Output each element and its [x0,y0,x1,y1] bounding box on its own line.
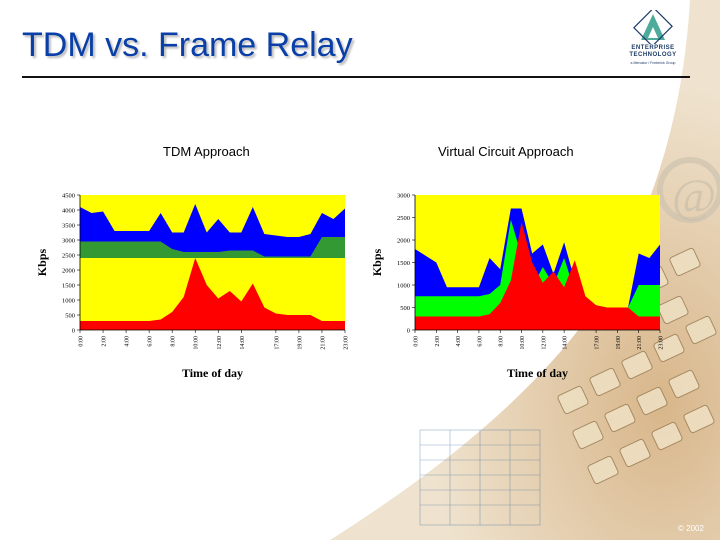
virtual-circuit-chart: 0 500 1000 1500 2000 2500 3000 0:00 2:00 4:00 6:00… [370,193,665,381]
area-series-1 [415,219,660,330]
x-tick-label: 4:00 [125,336,131,347]
x-axis-title: Time of day [507,366,568,380]
copyright-notice: © 2002 [678,524,704,533]
logo-line-enterprise: ENTERPRISE [631,45,675,51]
y-tick-label: 1000 [62,298,75,305]
x-tick-label: 23:00 [344,336,350,350]
x-tick-label: 21:00 [637,336,643,350]
area-series-2 [415,222,660,330]
y-tick-label: 1500 [62,283,75,290]
y-tick-label: 2500 [62,253,75,260]
x-axis-title: Time of day [182,366,243,380]
y-tick-label: 3000 [397,193,410,200]
logo-line-technology: TECHNOLOGY [629,52,677,58]
x-tick-label: 8:00 [171,336,177,347]
y-axis-title: Kbps [35,248,49,276]
y-tick-label: 2000 [397,238,410,245]
tdm-approach-chart: 0 500 1000 1500 2000 2500 3000 3500 4000 4500 0:00… [35,193,350,381]
x-tick-label: 12:00 [541,336,547,350]
x-tick-label: 19:00 [297,336,303,350]
x-tick-label: 23:00 [659,336,665,350]
y-tick-label: 0 [72,328,75,335]
area-series-3 [80,258,345,330]
x-tick-label: 14:00 [563,336,569,350]
y-tick-label: 1000 [397,283,410,290]
vc-chart-title: Virtual Circuit Approach [438,144,574,159]
y-tick-label: 2500 [397,215,410,222]
x-tick-label: 0:00 [414,336,420,347]
logo-tagline: a Mercator / Frederick Group [630,61,676,65]
enterprise-technology-logo: ENTERPRISE TECHNOLOGY a Mercator / Frede… [618,7,688,72]
y-tick-label: 4500 [62,193,75,200]
y-tick-label: 3500 [62,223,75,230]
tdm-chart-title: TDM Approach [163,144,250,159]
slide-title: TDM vs. Frame Relay [22,26,353,64]
x-tick-label: 2:00 [102,336,108,347]
x-tick-label: 10:00 [194,336,200,350]
x-tick-label: 19:00 [616,336,622,350]
x-tick-label: 10:00 [520,336,526,350]
x-tick-label: 0:00 [79,336,85,347]
x-tick-label: 17:00 [274,336,280,350]
x-tick-label: 8:00 [499,336,505,347]
y-tick-label: 0 [407,328,410,335]
y-tick-label: 1500 [397,260,410,267]
x-tick-label: 21:00 [320,336,326,350]
y-tick-label: 500 [400,305,410,312]
y-tick-label: 3000 [62,238,75,245]
x-tick-label: 14:00 [240,336,246,350]
x-tick-label: 12:00 [217,336,223,350]
title-divider [22,76,690,78]
x-tick-label: 4:00 [456,336,462,347]
logo-emblem-icon [633,7,673,47]
x-tick-label: 17:00 [595,336,601,350]
y-tick-label: 2000 [62,268,75,275]
x-tick-label: 2:00 [435,336,441,347]
x-tick-label: 6:00 [477,336,483,347]
y-tick-label: 4000 [62,208,75,215]
svg-text:@: @ [672,170,716,223]
y-axis-title: Kbps [370,248,384,276]
y-tick-label: 500 [65,313,75,320]
x-tick-label: 6:00 [148,336,154,347]
